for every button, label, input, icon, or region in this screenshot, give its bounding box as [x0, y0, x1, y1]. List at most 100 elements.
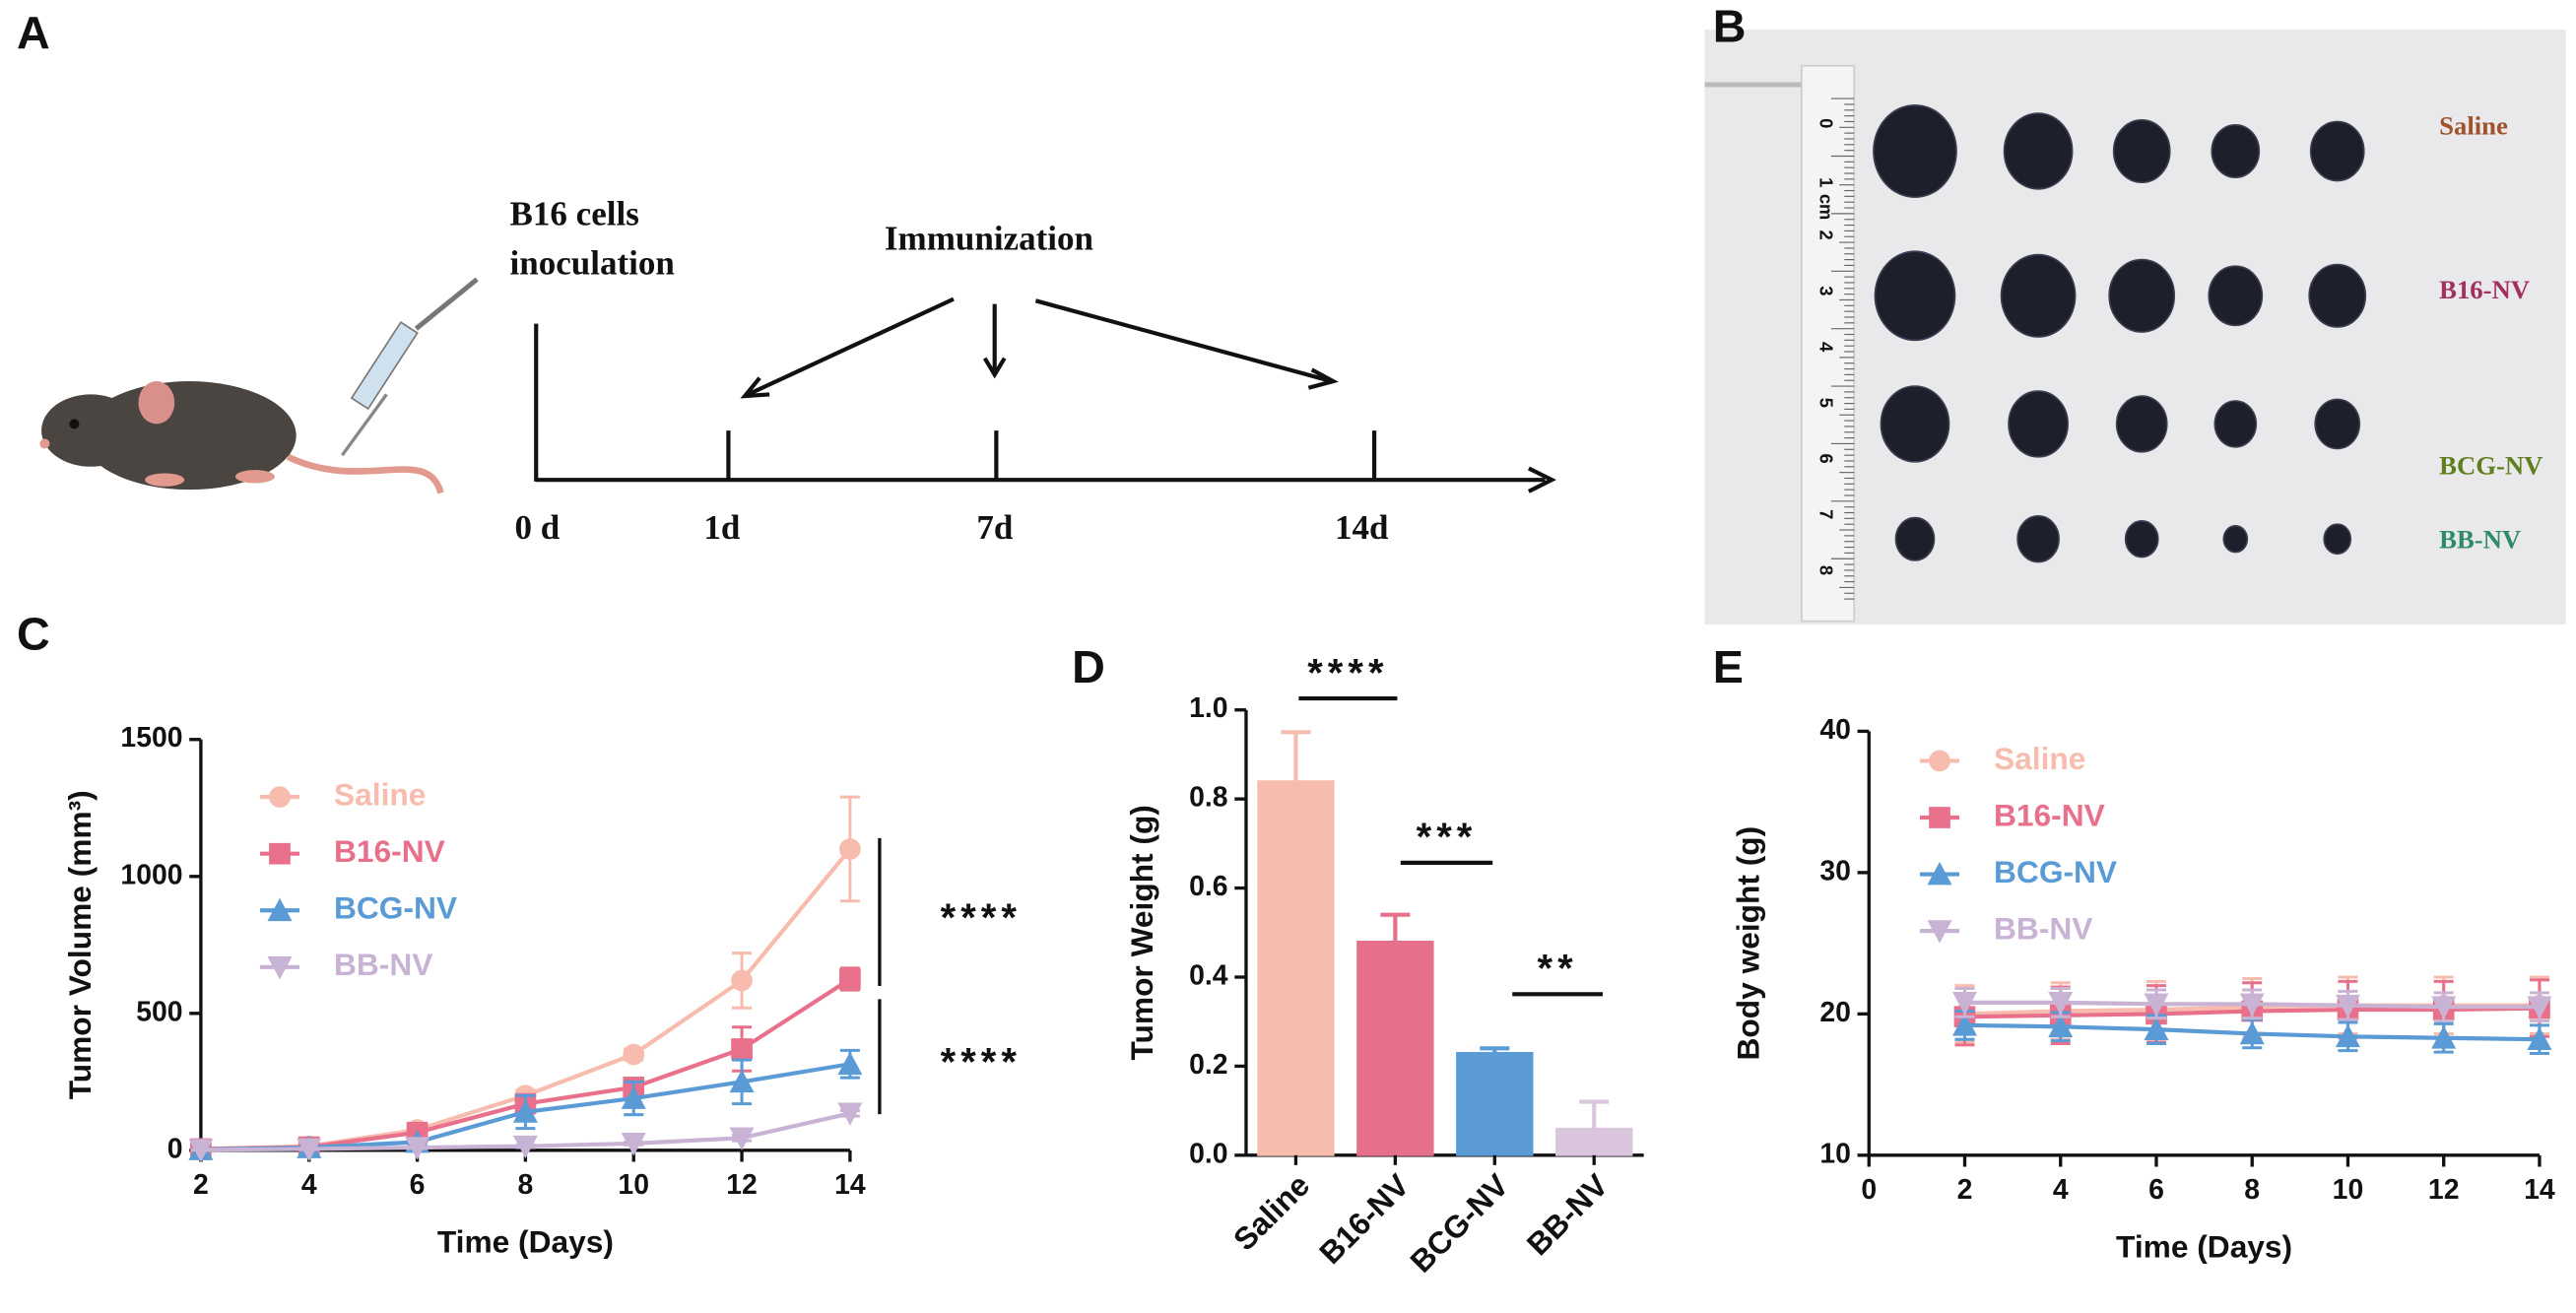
marker	[2335, 1023, 2360, 1048]
y-tick-label: 30	[1819, 855, 1851, 886]
ruler-label: 0	[1816, 118, 1836, 128]
marker	[839, 838, 861, 860]
tumor	[2124, 520, 2159, 558]
tumor	[1894, 516, 1936, 561]
ruler-label: 3	[1816, 286, 1836, 295]
panel-letter: D	[1072, 641, 1105, 692]
mouse-illustration	[39, 277, 479, 494]
marker	[729, 1127, 755, 1150]
tumor	[2308, 263, 2367, 328]
marker	[729, 1069, 755, 1093]
tumor	[2314, 398, 2361, 450]
marker	[512, 1099, 538, 1123]
x-tick-label: 8	[518, 1169, 534, 1201]
y-tick-label: 1500	[120, 722, 182, 754]
y-tick-label: 40	[1819, 714, 1851, 746]
x-tick-label: BCG-NV	[1403, 1167, 1515, 1280]
marker	[188, 1139, 214, 1162]
legend-label: BCG-NV	[334, 890, 457, 926]
marker	[1927, 920, 1952, 944]
x-tick-label: 8	[2244, 1174, 2260, 1206]
x-tick-label: 2	[1957, 1174, 1973, 1206]
bar	[1456, 1052, 1534, 1156]
marker	[621, 1085, 646, 1109]
y-tick-label: 1000	[120, 859, 182, 890]
marker	[512, 1135, 538, 1159]
chart: 10 20 30 40 Body weight (g) 0 2 4 6 8 10 12 14 Time (…	[1731, 714, 2555, 1264]
marker	[2239, 1020, 2265, 1045]
day-label: 1d	[703, 508, 741, 547]
ruler-label: 8	[1816, 565, 1836, 575]
panel-letter: B	[1713, 0, 1747, 51]
tumor	[2208, 265, 2264, 327]
tumor	[1873, 103, 1957, 199]
x-tick-label: Saline	[1226, 1167, 1316, 1257]
ruler-label: cm	[1816, 194, 1836, 221]
ruler-label: 2	[1816, 230, 1836, 240]
chart: 0 500 1000 1500 Tumor Volume (mm³) 2 4 6 8 10 12 14…	[62, 722, 1022, 1259]
ruler-label: 1	[1816, 177, 1836, 187]
legend-label: B16-NV	[334, 833, 445, 869]
legend-label: Saline	[1994, 741, 2085, 776]
marker	[621, 1133, 646, 1156]
marker	[1951, 1013, 1978, 1036]
timeline-text: B16 cells	[510, 194, 639, 232]
x-tick-label: 6	[2148, 1174, 2164, 1206]
panel-letter: A	[17, 7, 50, 58]
marker	[2527, 1026, 2552, 1051]
tumor	[2008, 390, 2069, 458]
tumor	[2309, 120, 2365, 182]
legend-label: BCG-NV	[1994, 854, 2117, 889]
y-axis-label: Body weight (g)	[1731, 826, 1766, 1061]
significance: ****	[1307, 651, 1388, 694]
marker	[267, 897, 293, 922]
x-tick-label: 14	[2524, 1174, 2555, 1206]
group-label: B16-NV	[2439, 275, 2530, 304]
tumor	[1874, 250, 1956, 342]
marker	[2431, 1025, 2457, 1049]
tumor	[2016, 515, 2060, 563]
marker	[1929, 807, 1950, 828]
ruler-label: 7	[1816, 509, 1836, 519]
significance: ****	[941, 896, 1022, 940]
marker	[297, 1138, 322, 1161]
x-tick-label: 2	[193, 1169, 209, 1201]
y-tick-label: 0.2	[1189, 1049, 1227, 1081]
x-tick-label: B16-NV	[1312, 1167, 1416, 1271]
marker	[269, 842, 291, 865]
error-bar	[1380, 912, 1411, 942]
bar	[1257, 780, 1335, 1156]
marker	[731, 969, 753, 992]
tumor	[1880, 385, 1950, 463]
x-tick-label: 4	[301, 1169, 317, 1201]
marker	[1927, 862, 1952, 886]
error-bar	[1281, 730, 1311, 782]
x-tick-label: 14	[834, 1169, 866, 1201]
tumor	[2222, 525, 2249, 554]
y-tick-label: 1.0	[1189, 692, 1227, 724]
group-label: BCG-NV	[2439, 451, 2543, 481]
panel-letter: E	[1713, 641, 1744, 692]
significance: ***	[1417, 816, 1478, 859]
marker	[1951, 992, 1978, 1016]
x-tick-label: 0	[1861, 1174, 1877, 1206]
timeline-text: Immunization	[885, 219, 1093, 257]
marker	[2431, 996, 2457, 1019]
timeline-text: inoculation	[510, 243, 675, 282]
x-tick-label: BB-NV	[1520, 1167, 1615, 1262]
marker	[837, 1102, 863, 1126]
tumor	[2213, 400, 2258, 448]
y-tick-label: 20	[1819, 997, 1851, 1028]
significance: ****	[941, 1041, 1022, 1084]
bar	[1555, 1127, 1633, 1156]
marker	[2048, 992, 2074, 1016]
x-tick-label: 4	[2053, 1174, 2069, 1206]
marker	[2239, 993, 2265, 1017]
legend-label: BB-NV	[1994, 910, 2092, 946]
y-tick-label: 500	[136, 996, 182, 1027]
marker	[837, 1051, 863, 1076]
y-tick-label: 0.4	[1189, 959, 1228, 991]
group-label: BB-NV	[2439, 525, 2521, 555]
tumor	[2000, 253, 2077, 338]
